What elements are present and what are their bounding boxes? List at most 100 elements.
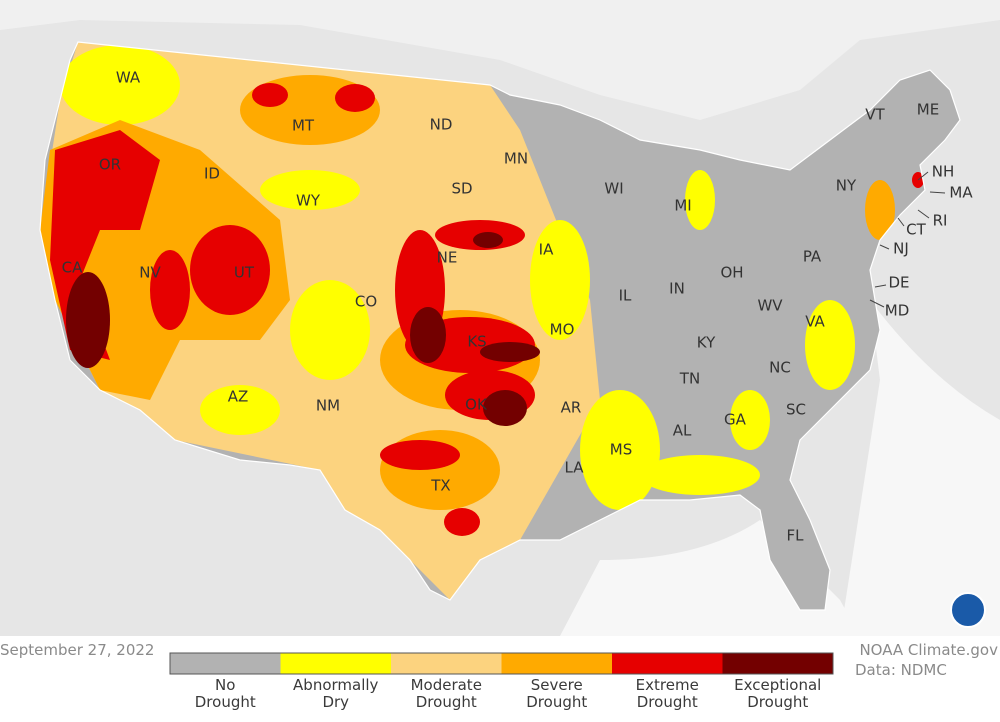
state-label: SC	[786, 401, 806, 419]
date: September 27, 2022	[0, 641, 154, 659]
state-label: TX	[430, 477, 450, 495]
legend-label-line: Extreme	[636, 676, 699, 694]
leader-line	[917, 171, 929, 181]
state-label: PA	[803, 248, 822, 266]
legend-label: Moderate Drought	[411, 676, 482, 711]
area	[260, 170, 360, 210]
area	[290, 280, 370, 380]
state-labels: WA OR CA NV ID MT WY UT AZ CO NM ND SD NE KS OK TX MN IA MO…	[62, 69, 974, 545]
state-label: TN	[679, 370, 700, 388]
area	[730, 390, 770, 450]
legend-label-line: Drought	[416, 693, 477, 711]
state-label: VA	[805, 313, 825, 331]
state-label: GA	[724, 411, 747, 429]
area	[410, 307, 446, 363]
area	[380, 430, 500, 510]
noaa-logo	[950, 592, 986, 628]
state-label: MO	[550, 321, 575, 339]
state-label: MD	[885, 302, 910, 320]
state-label: ND	[430, 116, 453, 134]
state-label: DE	[888, 274, 909, 292]
state-label: NJ	[893, 240, 909, 258]
state-label: CO	[355, 293, 377, 311]
state-label: MT	[292, 117, 315, 135]
state-label: MN	[504, 150, 528, 168]
legend-label-line: Moderate	[411, 676, 482, 694]
state-label: IL	[619, 287, 632, 305]
state-label: WI	[604, 180, 623, 198]
state-label: KS	[467, 333, 486, 351]
state-label: UT	[234, 264, 255, 282]
area	[200, 385, 280, 435]
area	[60, 45, 180, 125]
legend-label-line: Exceptional	[734, 676, 821, 694]
state-label: OK	[465, 396, 488, 414]
area	[640, 455, 760, 495]
state-label: WY	[296, 192, 321, 210]
area	[380, 440, 460, 470]
state-label: OH	[720, 264, 743, 282]
legend-label-line: Severe	[531, 676, 583, 694]
credit: NOAA Climate.gov	[859, 641, 998, 659]
state-label: CT	[906, 221, 926, 239]
area	[66, 272, 110, 368]
state-label: NC	[769, 359, 791, 377]
area	[150, 250, 190, 330]
state-label: OR	[99, 156, 121, 174]
area	[190, 225, 270, 315]
legend-border	[169, 652, 834, 675]
legend-swatch	[280, 653, 391, 674]
legend-swatch	[612, 653, 723, 674]
area	[865, 180, 895, 240]
state-label: SD	[451, 180, 472, 198]
legend-swatch	[170, 653, 281, 674]
legend-label-line: Drought	[195, 693, 256, 711]
canada	[0, 0, 1000, 120]
legend-label: Extreme Drought	[636, 676, 699, 711]
leader-line	[879, 244, 890, 250]
state-label: MA	[949, 184, 973, 202]
state-label: MS	[610, 441, 632, 459]
legend-label-line: Drought	[637, 693, 698, 711]
state-label: IA	[539, 241, 554, 259]
legend-label-line: No	[215, 676, 235, 694]
area	[805, 300, 855, 390]
state-label: WV	[757, 297, 783, 315]
legend-label-line: Drought	[526, 693, 587, 711]
area	[252, 83, 288, 107]
state-label: ID	[204, 165, 220, 183]
area	[473, 232, 503, 248]
area	[685, 170, 715, 230]
leader-line	[929, 191, 946, 194]
state-label: KY	[697, 334, 716, 352]
area	[483, 390, 527, 426]
state-label: MI	[674, 197, 691, 215]
state-label: CA	[62, 259, 83, 277]
legend-label: Abnormally Dry	[293, 676, 379, 711]
area	[444, 508, 480, 536]
state-label: FL	[787, 527, 805, 545]
area	[580, 390, 660, 510]
state-label: ME	[917, 101, 939, 119]
state-label: IN	[669, 280, 685, 298]
legend-swatch	[501, 653, 612, 674]
leader-line	[874, 284, 887, 288]
leader-line	[897, 217, 905, 227]
state-label: NH	[932, 163, 955, 181]
state-label: NM	[316, 397, 340, 415]
legend-label: Severe Drought	[526, 676, 587, 711]
credit: Data: NDMC	[855, 661, 947, 679]
area	[480, 342, 540, 362]
state-label: LA	[565, 459, 585, 477]
state-label: RI	[933, 212, 948, 230]
atlantic	[840, 300, 1000, 636]
state-label: NE	[437, 249, 458, 267]
legend-swatch	[391, 653, 502, 674]
state-label: AL	[673, 422, 692, 440]
state-label: VT	[865, 106, 885, 124]
state-label: WA	[116, 69, 141, 87]
leader-line	[917, 209, 930, 219]
